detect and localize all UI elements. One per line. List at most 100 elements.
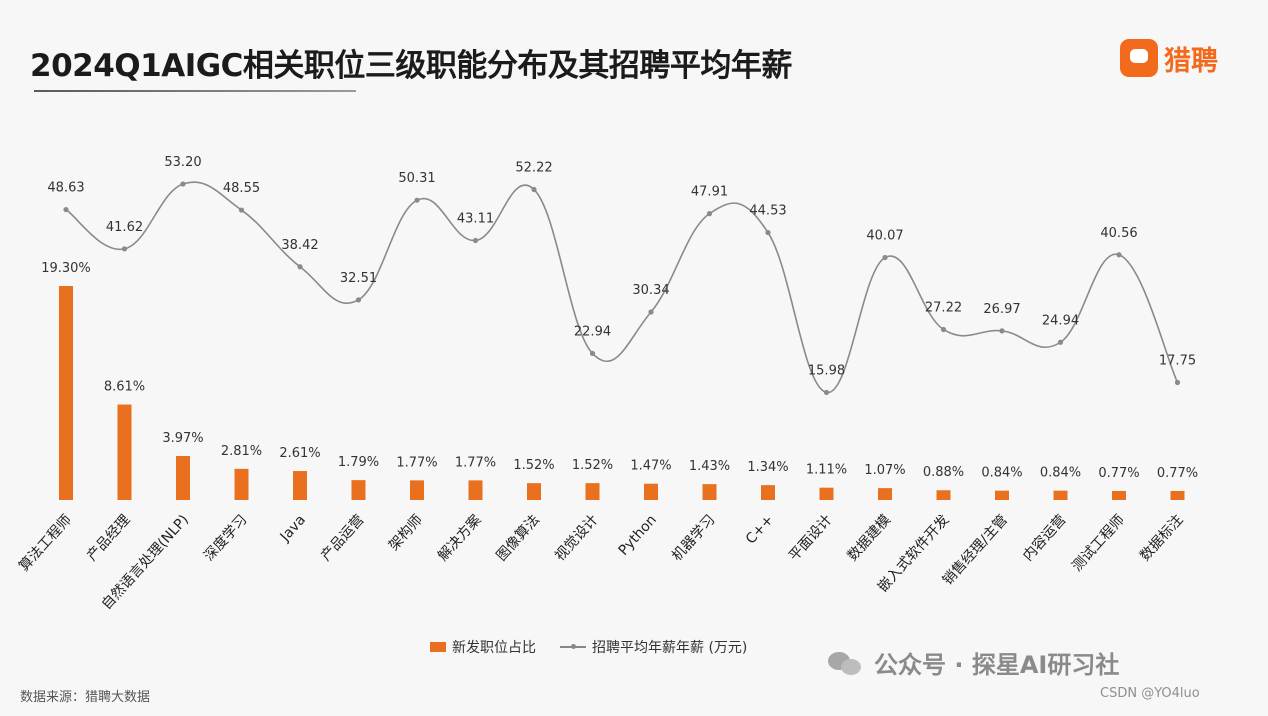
bar-label-4: 2.61% [279,446,320,461]
bar-label-11: 1.43% [689,459,730,474]
bar-label-10: 1.47% [630,459,671,474]
category-label-3: 深度学习 [201,512,250,564]
salary-label-15: 27.22 [925,300,962,315]
salary-label-3: 48.55 [223,181,260,196]
bar-6 [410,480,424,500]
bar-label-2: 3.97% [162,431,203,446]
brand-name: 猎聘 [1164,45,1218,77]
bar-4 [293,471,307,500]
salary-label-17: 24.94 [1042,313,1079,328]
salary-point-13 [823,389,830,396]
salary-point-0 [63,206,69,213]
bar-label-18: 0.77% [1098,466,1139,481]
salary-point-4 [297,264,303,270]
bar-label-6: 1.77% [396,455,437,470]
source-note: 数据来源：猎聘大数据 [20,690,151,705]
salary-point-6 [414,197,420,203]
category-label-9: 视觉设计 [552,512,601,564]
bar-label-17: 0.84% [1040,466,1081,481]
watermark-text: 公众号 · 探星AI研习社 [874,651,1120,679]
salary-label-1: 41.62 [106,220,143,235]
legend-label-bar: 新发职位占比 [452,640,536,656]
salary-label-10: 30.34 [632,283,669,298]
bar-label-15: 0.88% [923,465,964,480]
salary-point-5 [355,297,362,303]
chart-title: 2024Q1AIGC相关职位三级职能分布及其招聘平均年薪 [30,48,792,84]
salary-point-15 [940,326,947,333]
bar-label-14: 1.07% [864,463,905,478]
bar-5 [351,480,366,500]
bar-2 [176,455,190,500]
salary-label-0: 48.63 [47,181,84,196]
bar-label-3: 2.81% [221,444,262,459]
bar-9 [585,483,600,500]
csdn-mark: CSDN @YO4luo [1100,686,1200,701]
category-label-12: C++ [743,512,777,547]
salary-line [65,181,1179,394]
category-label-7: 解决方案 [434,511,484,564]
category-label-17: 内容运营 [1019,511,1069,564]
bar-12 [761,485,775,500]
salary-point-7 [472,237,479,244]
legend-swatch-line [560,642,586,652]
salary-label-18: 40.56 [1100,226,1137,241]
category-label-1: 产品经理 [84,512,133,564]
category-label-18: 测试工程师 [1069,512,1128,575]
bar-1 [117,404,132,500]
bar-label-19: 0.77% [1157,466,1198,481]
bar-label-7: 1.77% [455,455,496,470]
category-label-11: 机器学习 [669,512,718,564]
salary-label-8: 52.22 [515,160,552,175]
bar-10 [644,483,658,500]
watermark: 公众号 · 探星AI研习社 [828,645,1119,680]
bar-16 [995,490,1009,500]
bar-label-5: 1.79% [338,455,379,470]
category-label-8: 图像算法 [494,512,543,564]
brand: 猎聘 [1120,38,1218,78]
bar-label-9: 1.52% [572,458,613,473]
salary-point-12 [765,229,771,236]
bar-label-0: 19.30% [41,261,91,276]
legend-item-bar: 新发职位占比 [430,637,536,657]
category-label-0: 算法工程师 [16,512,75,575]
salary-point-2 [180,181,186,187]
title-underline [34,90,356,92]
bar-label-1: 8.61% [104,380,145,395]
bar-7 [468,480,483,500]
bar-13 [819,487,834,500]
category-label-14: 数据建模 [845,512,894,564]
salary-point-14 [882,254,888,261]
salary-point-9 [589,350,596,357]
bar-label-12: 1.34% [747,460,788,475]
salary-label-4: 38.42 [281,238,318,253]
bar-15 [936,490,951,500]
category-label-5: 产品运营 [318,512,367,564]
liepin-logo-icon [1120,39,1158,77]
salary-point-10 [648,309,654,315]
bar-3 [234,468,249,500]
salary-label-2: 53.20 [164,155,201,170]
salary-label-13: 15.98 [808,363,845,378]
category-label-4: Java [277,512,309,545]
legend: 新发职位占比 招聘平均年薪年薪 (万元) [430,637,747,657]
legend-label-line: 招聘平均年薪年薪 (万元) [592,640,748,656]
salary-label-16: 26.97 [983,302,1020,317]
salary-point-17 [1057,339,1064,345]
category-label-6: 架构师 [386,512,426,554]
bar-11 [702,484,717,500]
category-label-13: 平面设计 [786,512,835,564]
bar-0 [59,286,73,500]
salary-label-19: 17.75 [1159,354,1196,369]
salary-point-11 [706,211,713,217]
salary-point-18 [1116,252,1122,258]
salary-point-3 [238,207,245,213]
bar-8 [527,483,541,500]
bar-label-13: 1.11% [806,463,847,478]
legend-item-line: 招聘平均年薪年薪 (万元) [560,637,747,657]
category-label-10: Python [616,512,660,559]
salary-label-7: 43.11 [457,212,494,227]
salary-label-14: 40.07 [866,229,903,244]
bar-label-8: 1.52% [513,458,554,473]
salary-label-6: 50.31 [398,171,435,186]
